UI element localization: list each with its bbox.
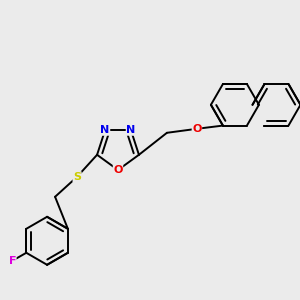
Text: N: N: [100, 125, 110, 135]
Text: N: N: [126, 125, 136, 135]
Text: O: O: [192, 124, 202, 134]
Text: O: O: [113, 165, 123, 175]
Text: F: F: [8, 256, 16, 266]
Text: S: S: [73, 172, 81, 182]
